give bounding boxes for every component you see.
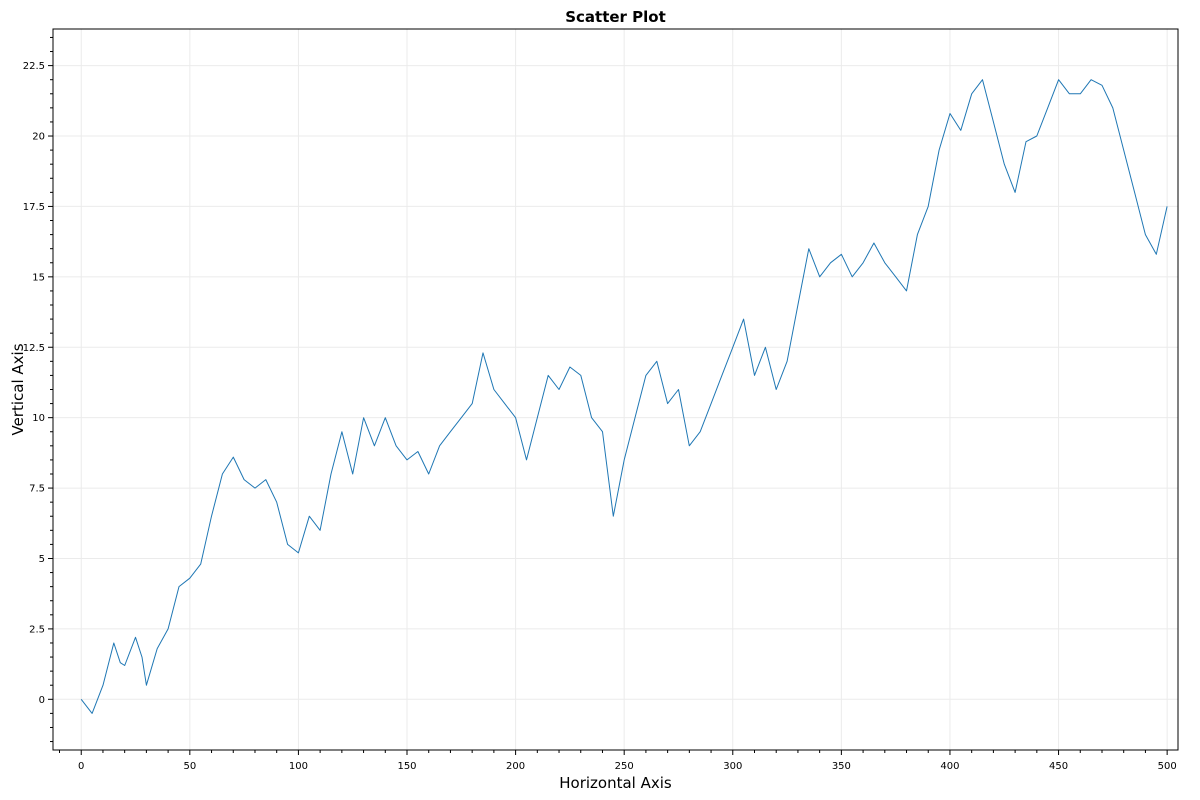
- x-axis-label: Horizontal Axis: [559, 774, 672, 792]
- y-tick-label: 10: [32, 413, 45, 424]
- x-tick-label: 500: [1158, 761, 1177, 772]
- y-tick-label: 22.5: [23, 61, 45, 72]
- series-line-0: [80, 79, 1168, 714]
- x-tick-label: 400: [940, 761, 959, 772]
- y-tick-label: 12.5: [23, 343, 45, 354]
- y-tick-label: 5: [39, 554, 45, 565]
- x-tick-label: 300: [723, 761, 742, 772]
- y-tick-label: 15: [32, 272, 45, 283]
- plot-frame: [52, 28, 1179, 751]
- y-tick-label: 0: [39, 695, 45, 706]
- x-tick-label: 50: [183, 761, 196, 772]
- tick-layer: 0 50 100 150 200 250 300 350 400 450 500 0 2.5 5 7.5 10…: [23, 36, 1177, 772]
- y-tick-label: 2.5: [29, 624, 45, 635]
- x-tick-label: 100: [289, 761, 308, 772]
- y-tick-label: 20: [32, 132, 45, 143]
- y-tick-label: 17.5: [23, 202, 45, 213]
- x-tick-label: 150: [397, 761, 416, 772]
- x-tick-label: 350: [832, 761, 851, 772]
- y-tick-label: 7.5: [29, 484, 45, 495]
- y-axis-label: Vertical Axis: [9, 343, 27, 435]
- chart-title: Scatter Plot: [565, 8, 666, 26]
- grid-layer: [53, 29, 1178, 750]
- series-layer: [80, 79, 1168, 714]
- x-tick-label: 200: [506, 761, 525, 772]
- x-tick-label: 250: [615, 761, 634, 772]
- x-tick-label: 0: [78, 761, 84, 772]
- x-tick-label: 450: [1049, 761, 1068, 772]
